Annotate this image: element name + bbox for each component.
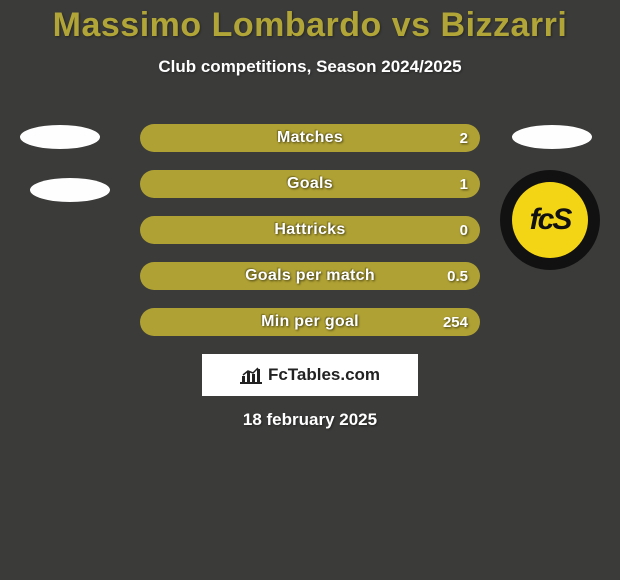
stat-bar-value: 254: [443, 314, 468, 331]
stat-bar-label: Goals per match: [140, 267, 480, 285]
stat-bar-min-per-goal: Min per goal 254: [140, 308, 480, 336]
subtitle: Club competitions, Season 2024/2025: [0, 57, 620, 77]
stat-bar-goals: Goals 1: [140, 170, 480, 198]
stat-bar-hattricks: Hattricks 0: [140, 216, 480, 244]
stat-bar-goals-per-match: Goals per match 0.5: [140, 262, 480, 290]
player-left-ellipse-1: [20, 125, 100, 149]
stat-bar-matches: Matches 2: [140, 124, 480, 152]
player-right-ellipse-1: [512, 125, 592, 149]
stat-bar-label: Hattricks: [140, 221, 480, 239]
stat-bar-value: 2: [460, 130, 468, 147]
club-badge: fcS: [500, 170, 600, 270]
stat-bar-label: Min per goal: [140, 313, 480, 331]
club-badge-text: fcS: [530, 203, 571, 237]
stat-bar-value: 0: [460, 222, 468, 239]
chart-icon: [240, 366, 262, 384]
content-area: Massimo Lombardo vs Bizzarri Club compet…: [0, 0, 620, 450]
player-left-ellipse-2: [30, 178, 110, 202]
stat-bars: Matches 2 Goals 1 Hattricks 0 Goals per …: [140, 124, 480, 354]
stat-bar-value: 0.5: [447, 268, 468, 285]
fctables-text: FcTables.com: [268, 365, 380, 385]
date-text: 18 february 2025: [0, 410, 620, 430]
club-badge-inner: fcS: [512, 182, 588, 258]
fctables-attribution: FcTables.com: [202, 354, 418, 396]
stat-bar-value: 1: [460, 176, 468, 193]
stat-bar-label: Goals: [140, 175, 480, 193]
page-title: Massimo Lombardo vs Bizzarri: [0, 0, 620, 45]
stat-bar-label: Matches: [140, 129, 480, 147]
